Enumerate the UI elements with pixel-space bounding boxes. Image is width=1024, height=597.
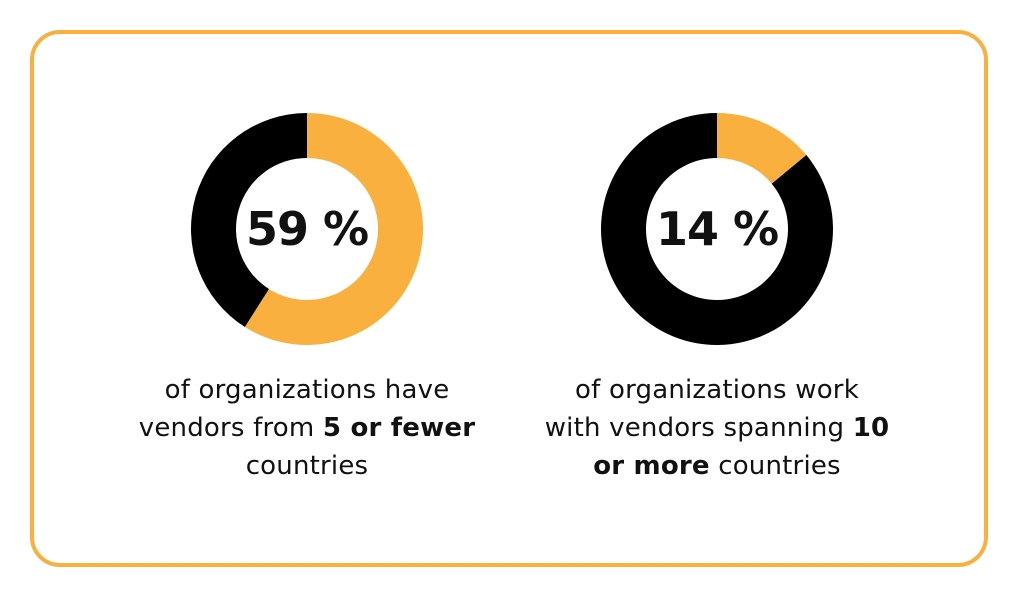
caption-line-3: countries bbox=[245, 451, 369, 481]
caption-highlight-ten: 10 bbox=[852, 413, 890, 443]
caption-five-or-fewer: of organizations have vendors from 5 or … bbox=[107, 371, 507, 485]
donut-slice-remainder bbox=[191, 113, 307, 327]
donut-slice-highlight bbox=[244, 113, 423, 345]
caption-line-2-text: vendors from bbox=[138, 413, 323, 443]
caption-ten-or-more: of organizations work with vendors spann… bbox=[517, 371, 917, 485]
donut-slice-remainder bbox=[601, 113, 833, 345]
stat-five-or-fewer: 59 % of organizations have vendors from … bbox=[107, 113, 507, 485]
caption-line-1: of organizations work bbox=[575, 375, 859, 405]
card-frame bbox=[30, 30, 988, 567]
caption-highlight-five-or-fewer: 5 or fewer bbox=[322, 413, 476, 443]
caption-highlight-or-more: or more bbox=[593, 451, 710, 481]
stat-ten-or-more: 14 % of organizations work with vendors … bbox=[517, 113, 917, 485]
caption-line-2-text: with vendors spanning bbox=[544, 413, 853, 443]
percent-label-59: 59 % bbox=[246, 202, 368, 256]
caption-line-1: of organizations have bbox=[164, 375, 450, 405]
donut-chart-five-or-fewer: 59 % bbox=[191, 113, 423, 345]
caption-line-3-text: countries bbox=[709, 451, 841, 481]
donut-chart-ten-or-more: 14 % bbox=[601, 113, 833, 345]
donut-slice-highlight bbox=[717, 113, 807, 184]
percent-label-14: 14 % bbox=[656, 202, 778, 256]
